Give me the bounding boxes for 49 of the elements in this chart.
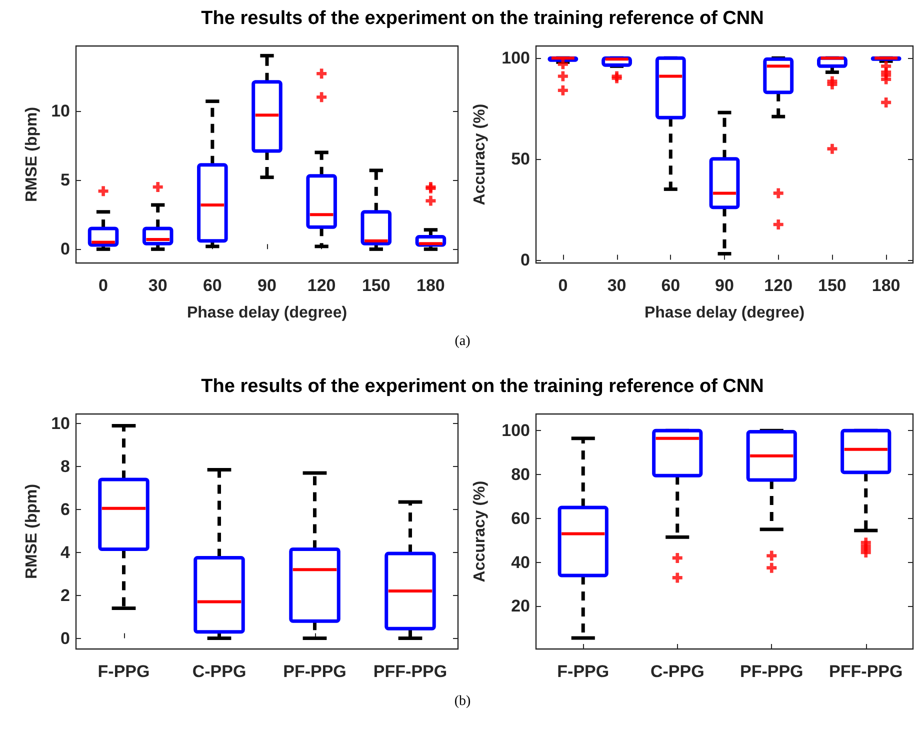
x-tick-label: 90	[258, 276, 276, 295]
y-tick-label: 100	[502, 421, 530, 440]
x-tick-label: 180	[416, 276, 445, 295]
y-tick-label: 4	[60, 542, 71, 562]
x-tick-label: C-PPG	[650, 662, 704, 681]
y-axis-title: Accuracy (%)	[472, 104, 488, 206]
x-tick-label: 180	[872, 276, 900, 295]
x-tick-label: PFF-PPG	[829, 662, 903, 681]
x-tick-label: 0	[558, 276, 568, 295]
x-tick-label: 120	[764, 276, 793, 295]
y-tick-label: 0	[60, 628, 70, 648]
y-axis-title: Accuracy (%)	[472, 480, 488, 582]
y-tick-label: 60	[511, 508, 530, 528]
y-tick-label: 6	[60, 500, 70, 519]
y-axis-title: RMSE (bpm)	[24, 484, 40, 580]
x-tick-label: 60	[202, 276, 222, 295]
y-tick-label: 10	[51, 414, 70, 434]
text: (b)	[453, 694, 472, 711]
y-tick-label: 100	[502, 48, 530, 68]
x-tick-label: 150	[818, 276, 846, 295]
y-tick-label: 2	[60, 586, 70, 605]
x-tick-label: F-PPG	[557, 662, 610, 681]
x-tick-label: 0	[98, 276, 108, 295]
y-tick-label: 5	[60, 170, 70, 190]
y-tick-label: 50	[511, 149, 530, 168]
x-tick-label: 150	[362, 276, 390, 295]
y-axis-title: RMSE (bpm)	[24, 106, 40, 202]
x-tick-label: 90	[715, 276, 734, 295]
y-tick-label: 0	[60, 240, 70, 259]
x-tick-label: 60	[661, 276, 680, 295]
x-tick-label: 120	[307, 276, 336, 295]
y-tick-label: 20	[511, 596, 530, 616]
y-tick-label: 8	[60, 457, 70, 476]
x-tick-label: C-PPG	[192, 662, 246, 681]
x-tick-label: 30	[148, 276, 168, 295]
y-tick-label: 40	[511, 552, 530, 572]
x-axis-title: Phase delay (degree)	[186, 304, 348, 322]
y-tick-label: 80	[511, 465, 530, 484]
chart-title: The results of the experiment on the training reference of CNN	[200, 376, 765, 399]
x-tick-label: PF-PPG	[283, 662, 346, 681]
y-tick-label: 0	[520, 250, 530, 270]
text: (a)	[454, 334, 472, 351]
x-tick-label: PF-PPG	[740, 662, 804, 681]
x-tick-label: PFF-PPG	[373, 662, 448, 681]
y-tick-label: 10	[51, 101, 70, 120]
x-axis-title: Phase delay (degree)	[644, 304, 805, 322]
x-tick-label: F-PPG	[98, 662, 150, 681]
chart-title: The results of the experiment on the training reference of CNN	[200, 8, 765, 31]
x-tick-label: 30	[607, 276, 626, 295]
